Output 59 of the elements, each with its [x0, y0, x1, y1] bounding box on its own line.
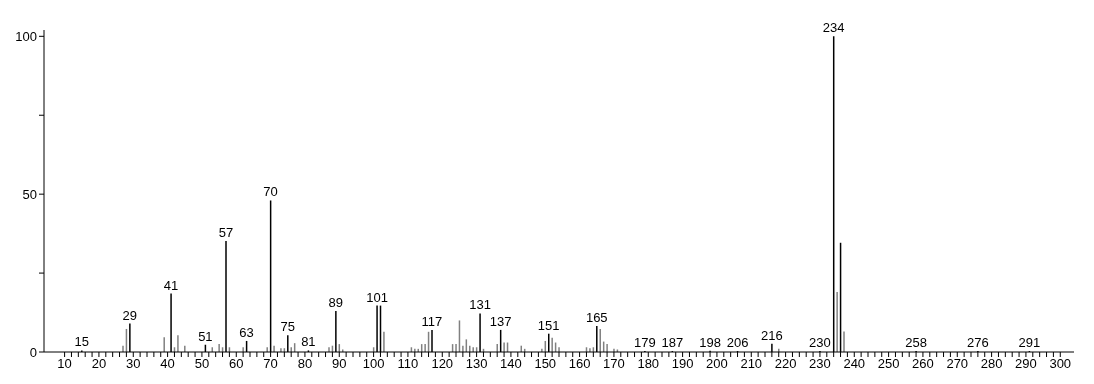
annotation: 70 — [263, 184, 278, 200]
annotation: 187 — [661, 335, 684, 351]
x-tick-label: 30 — [126, 356, 141, 372]
annotation: 216 — [761, 327, 783, 343]
annotation: 291 — [1018, 335, 1041, 351]
x-tick-label: 50 — [194, 356, 210, 372]
annotation: 15 — [74, 334, 89, 350]
annotation: 89 — [328, 294, 344, 310]
x-tick-label: 190 — [671, 356, 694, 372]
x-tick-label: 230 — [809, 356, 831, 372]
annotation: 81 — [301, 334, 316, 350]
x-tick-label: 20 — [91, 356, 107, 372]
annotation: 131 — [469, 297, 491, 313]
x-tick-label: 70 — [263, 356, 278, 372]
x-tick-label: 200 — [706, 356, 728, 372]
x-tick-label: 250 — [877, 356, 900, 372]
x-tick-label: 90 — [332, 356, 347, 372]
y-tick-label: 100 — [15, 28, 37, 44]
x-tick-label: 80 — [297, 356, 313, 372]
x-tick-label: 180 — [637, 356, 660, 372]
annotation: 151 — [537, 317, 560, 333]
x-tick-label: 220 — [774, 356, 797, 372]
x-tick-label: 260 — [912, 356, 934, 372]
x-tick-label: 10 — [57, 356, 72, 372]
annotation: 117 — [421, 313, 443, 329]
y-tick-label: 50 — [22, 186, 37, 202]
x-tick-label: 240 — [843, 356, 866, 372]
annotation: 75 — [280, 319, 295, 335]
annotation: 206 — [726, 335, 749, 351]
x-tick-label: 110 — [397, 356, 419, 372]
annotation: 258 — [905, 335, 927, 351]
x-tick-label: 290 — [1015, 356, 1037, 372]
annotation: 179 — [633, 335, 656, 351]
annotation: 63 — [239, 324, 254, 340]
annotation: 41 — [163, 277, 179, 293]
annotation: 51 — [198, 328, 213, 344]
x-tick-label: 40 — [160, 356, 175, 372]
x-tick-label: 60 — [229, 356, 244, 372]
annotation: 198 — [699, 334, 721, 350]
annotation: 137 — [489, 313, 512, 329]
x-tick-label: 100 — [362, 356, 385, 372]
y-tick-label: 0 — [29, 344, 37, 360]
annotation: 57 — [218, 224, 234, 240]
x-tick-label: 280 — [980, 356, 1003, 372]
x-tick-label: 170 — [603, 356, 625, 372]
x-tick-label: 120 — [431, 356, 454, 372]
x-tick-label: 270 — [946, 356, 969, 372]
x-tick-label: 300 — [1049, 356, 1072, 372]
x-tick-label: 210 — [740, 356, 763, 372]
x-tick-label: 150 — [534, 356, 557, 372]
annotation: 29 — [122, 307, 138, 323]
x-tick-label: 160 — [568, 356, 591, 372]
annotation: 234 — [822, 20, 845, 36]
x-tick-label: 140 — [500, 356, 522, 372]
annotation: 276 — [967, 335, 989, 351]
annotation: 230 — [809, 335, 831, 351]
annotation: 165 — [585, 310, 608, 326]
x-tick-label: 130 — [465, 356, 488, 372]
annotation: 101 — [366, 289, 388, 305]
